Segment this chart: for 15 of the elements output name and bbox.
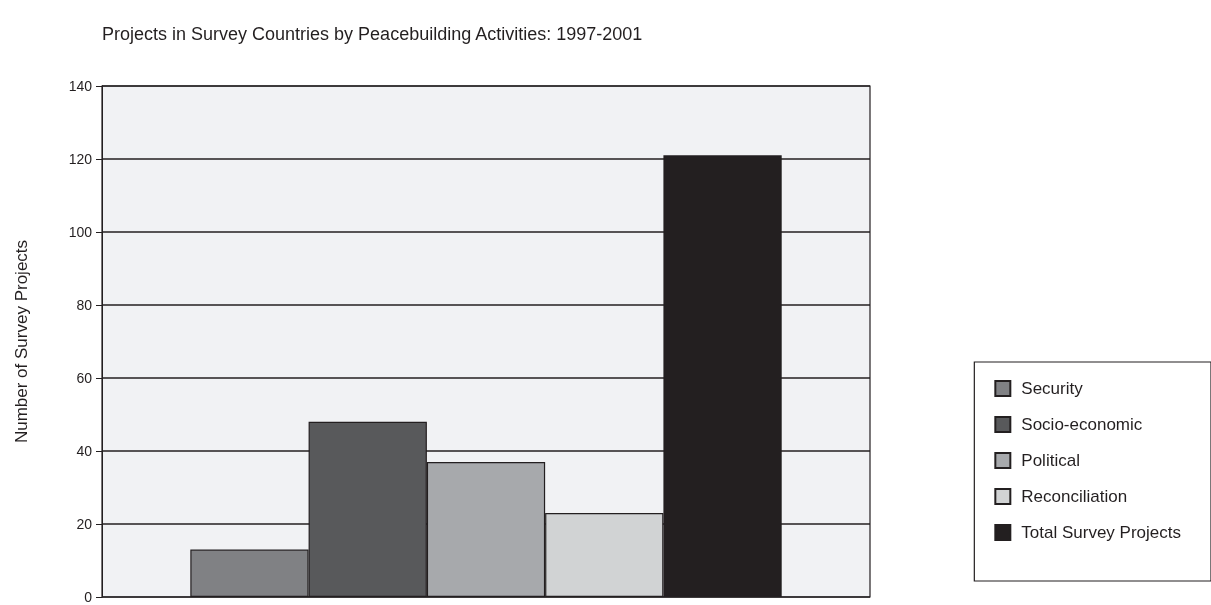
legend-label: Security (1021, 379, 1084, 398)
chart-title: Projects in Survey Countries by Peacebuilding Activities: 1997-2001 (102, 24, 643, 44)
y-tick-label: 20 (76, 516, 93, 532)
legend-label: Reconciliation (1021, 487, 1128, 506)
legend-label: Total Survey Projects (1021, 523, 1182, 542)
y-axis-title: Number of Survey Projects (12, 239, 31, 444)
y-tick-label: 100 (68, 224, 93, 240)
y-tick-label: 80 (76, 297, 93, 313)
y-tick-label: 60 (76, 370, 93, 386)
legend-label: Socio-economic (1021, 415, 1143, 434)
y-tick-label: 140 (68, 78, 93, 94)
y-tick-label: 0 (84, 589, 93, 605)
y-tick-label: 120 (68, 151, 93, 167)
y-tick-label: 40 (76, 443, 93, 459)
legend-label: Political (1021, 451, 1080, 470)
